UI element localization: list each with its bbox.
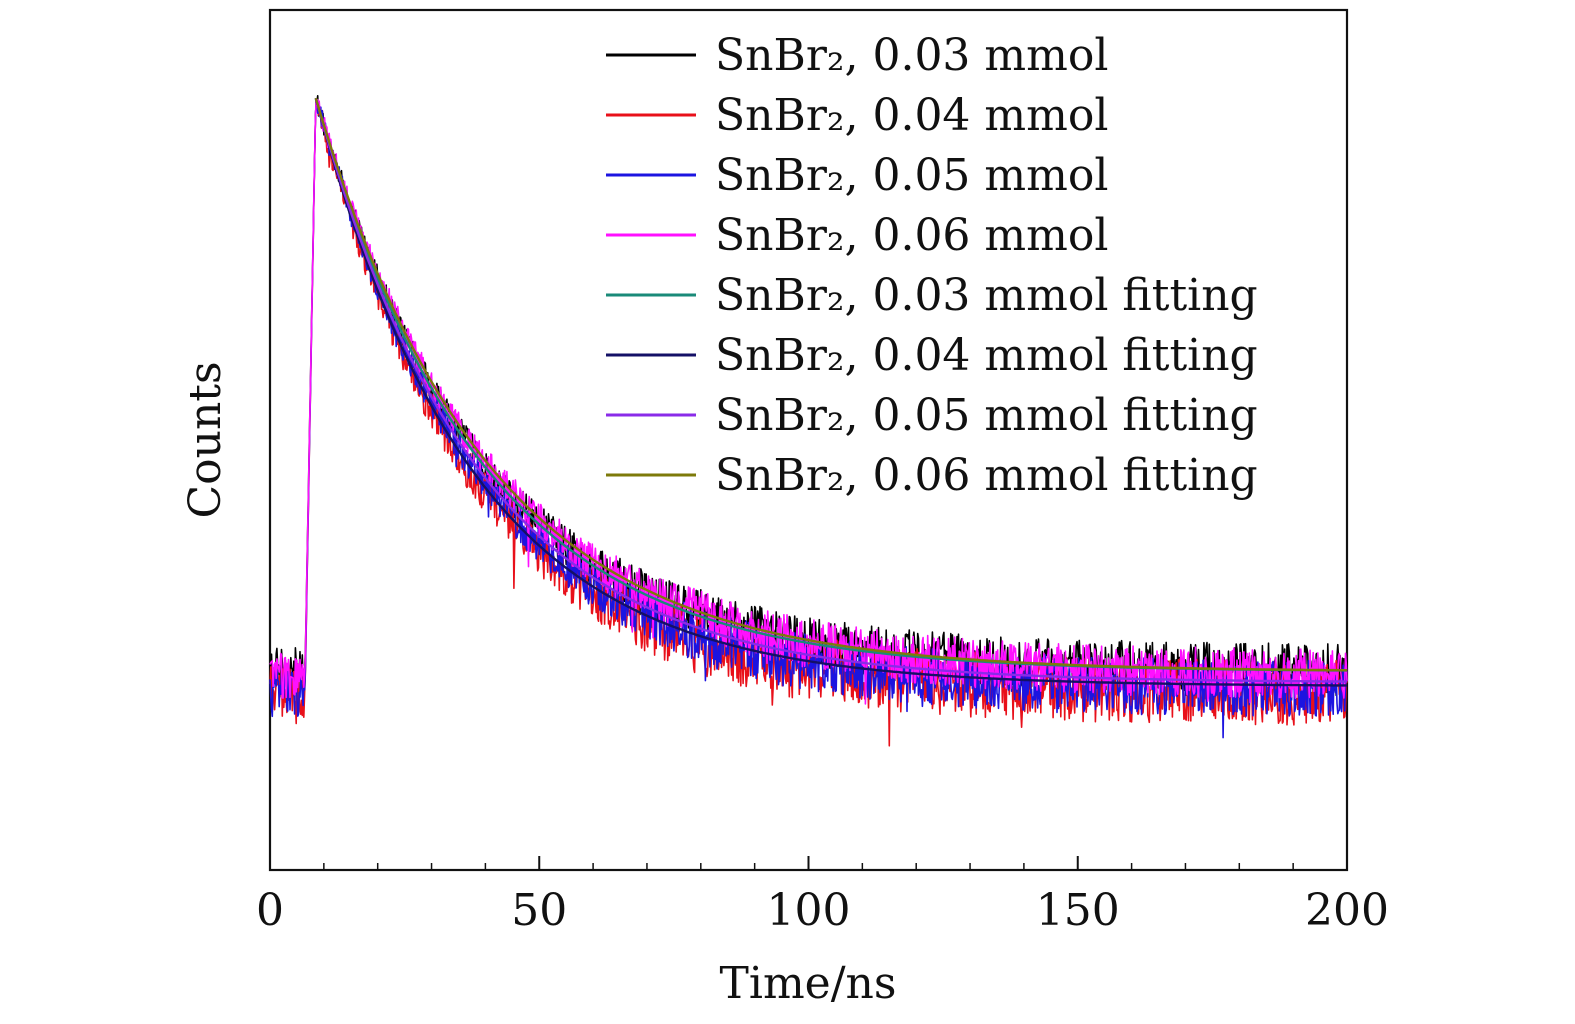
legend-label-6: SnBr₂, 0.04 mmol fitting bbox=[715, 330, 1258, 381]
series-layer bbox=[269, 95, 1348, 747]
legend-label-1: SnBr₂, 0.03 mmol bbox=[715, 30, 1108, 81]
legend-label-5: SnBr₂, 0.03 mmol fitting bbox=[715, 270, 1258, 321]
legend-label-2: SnBr₂, 0.04 mmol bbox=[715, 90, 1108, 141]
legend: SnBr₂, 0.03 mmol SnBr₂, 0.04 mmol SnBr₂, 0… bbox=[606, 30, 1258, 501]
plot-area: 0 50 100 150 200 bbox=[256, 8, 1389, 936]
x-tick-label: 150 bbox=[1036, 885, 1120, 936]
series-line-7 bbox=[314, 97, 1347, 683]
series-line-6 bbox=[314, 97, 1347, 687]
x-axis-label: Time/ns bbox=[720, 958, 897, 1009]
legend-label-3: SnBr₂, 0.05 mmol bbox=[715, 150, 1108, 201]
x-tick-label: 200 bbox=[1305, 885, 1389, 936]
x-tick-label: 50 bbox=[511, 885, 567, 936]
legend-label-8: SnBr₂, 0.06 mmol fitting bbox=[715, 450, 1258, 501]
y-axis-label: Counts bbox=[180, 361, 231, 518]
legend-label-4: SnBr₂, 0.06 mmol bbox=[715, 210, 1108, 261]
x-tick-label: 100 bbox=[767, 885, 851, 936]
series-line-8 bbox=[314, 97, 1347, 672]
x-ticks: 0 50 100 150 200 bbox=[256, 856, 1389, 936]
x-tick-label: 0 bbox=[256, 885, 284, 936]
legend-label-7: SnBr₂, 0.05 mmol fitting bbox=[715, 390, 1258, 441]
